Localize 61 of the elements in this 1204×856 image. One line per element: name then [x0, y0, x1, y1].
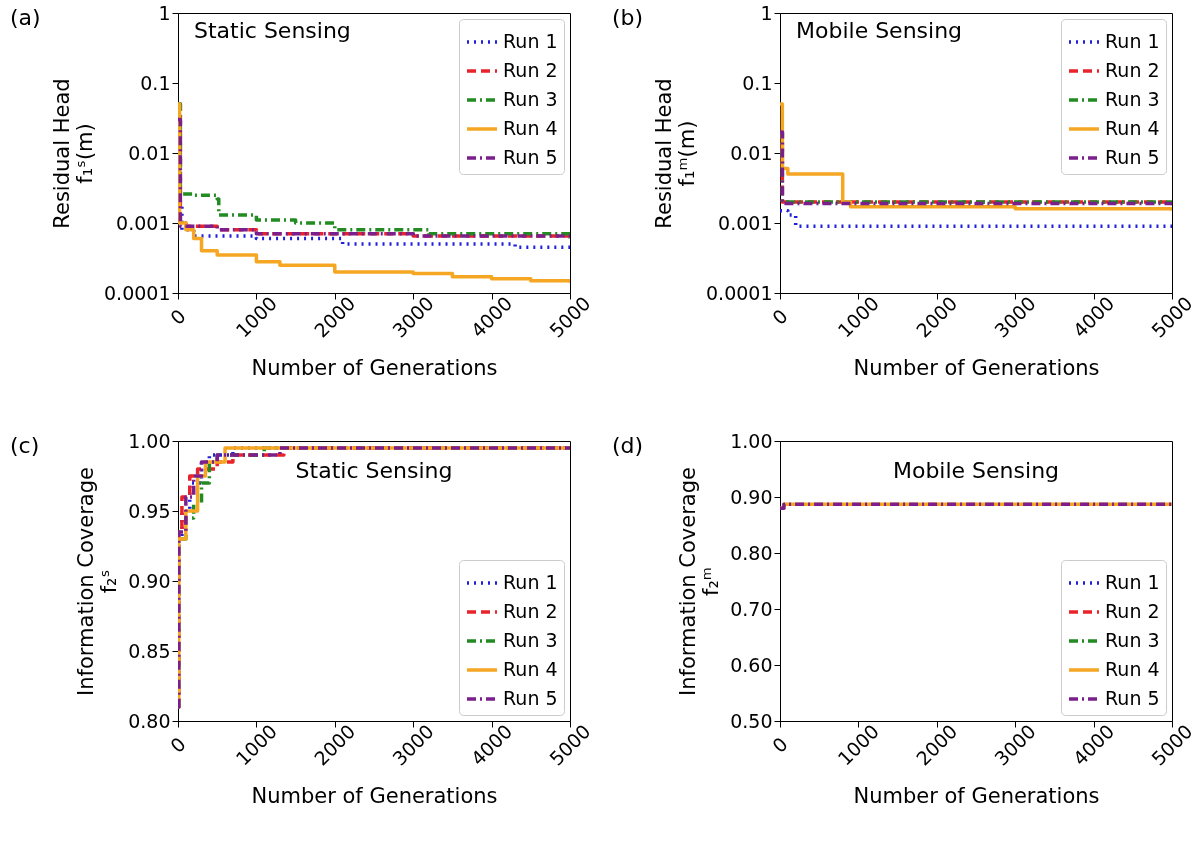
- y-tick-label: 1.00: [128, 429, 171, 452]
- y-tick-label: 1: [158, 1, 171, 24]
- x-tick-label: 0: [767, 304, 792, 329]
- x-tick-label: 0: [165, 304, 190, 329]
- y-tick-label: 0.1: [742, 71, 773, 94]
- x-axis-title: Number of Generations: [853, 783, 1100, 808]
- y-tick-label: 0.50: [730, 709, 773, 732]
- x-axis-title: Number of Generations: [853, 355, 1100, 380]
- legend-label: Run 3: [503, 629, 558, 651]
- y-tick-label: 1: [760, 1, 773, 24]
- legend-label: Run 2: [503, 600, 558, 622]
- y-tick-label: 1.00: [730, 429, 773, 452]
- x-tick-label: 0: [165, 732, 190, 757]
- y-tick-label: 0.90: [128, 569, 171, 592]
- y-tick-label: 0.90: [730, 485, 773, 508]
- y-axis-title: Information Coverage f₂ᵐ: [676, 467, 724, 696]
- y-axis-title: Residual Head f₁ᵐ(m): [652, 78, 700, 229]
- y-tick-label: 0.95: [128, 499, 171, 522]
- legend-label: Run 2: [1105, 59, 1160, 81]
- y-tick-label: 0.0001: [706, 281, 773, 304]
- y-tick-label: 0.01: [730, 141, 773, 164]
- chart-title: (d): [612, 433, 644, 458]
- y-tick-label: 0.1: [140, 71, 171, 94]
- annotation: Mobile Sensing: [892, 458, 1060, 483]
- y-tick-label: 0.80: [128, 709, 171, 732]
- y-tick-label: 0.0001: [104, 281, 171, 304]
- x-axis-title: Number of Generations: [251, 783, 498, 808]
- legend-label: Run 3: [1105, 88, 1160, 110]
- legend-label: Run 4: [1105, 658, 1160, 680]
- legend-label: Run 3: [503, 88, 558, 110]
- y-tick-label: 0.60: [730, 653, 773, 676]
- y-axis-title: Information Coverage f₂ˢ: [74, 467, 122, 696]
- y-tick-label: 0.001: [718, 211, 773, 234]
- legend-label: Run 5: [1105, 687, 1160, 709]
- legend-label: Run 5: [503, 146, 558, 168]
- y-tick-label: 0.85: [128, 639, 171, 662]
- annotation: Mobile Sensing: [796, 18, 963, 43]
- x-tick-label: 0: [767, 732, 792, 757]
- legend-label: Run 4: [1105, 117, 1160, 139]
- chart-title: (a): [10, 5, 41, 30]
- annotation: Static Sensing: [295, 458, 453, 483]
- y-tick-label: 0.80: [730, 541, 773, 564]
- legend-label: Run 2: [1105, 600, 1160, 622]
- x-axis-title: Number of Generations: [251, 355, 498, 380]
- chart-title: (b): [612, 5, 644, 30]
- annotation: Static Sensing: [194, 18, 351, 43]
- chart-title: (c): [10, 433, 40, 458]
- legend-label: Run 1: [503, 30, 558, 52]
- legend-label: Run 1: [503, 571, 558, 593]
- legend-label: Run 4: [503, 658, 558, 680]
- y-axis-title: Residual Head f₁ˢ(m): [50, 78, 98, 229]
- y-tick-label: 0.01: [128, 141, 171, 164]
- legend-label: Run 1: [1105, 571, 1160, 593]
- legend-label: Run 5: [503, 687, 558, 709]
- legend-label: Run 2: [503, 59, 558, 81]
- legend-label: Run 5: [1105, 146, 1160, 168]
- legend-label: Run 1: [1105, 30, 1160, 52]
- y-tick-label: 0.001: [116, 211, 171, 234]
- legend-label: Run 3: [1105, 629, 1160, 651]
- y-tick-label: 0.70: [730, 597, 773, 620]
- legend-label: Run 4: [503, 117, 558, 139]
